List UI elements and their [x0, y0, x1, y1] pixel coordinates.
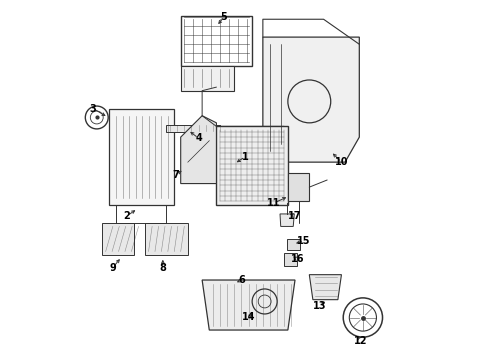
Text: 2: 2 — [124, 211, 130, 221]
Text: 17: 17 — [288, 211, 302, 221]
Polygon shape — [109, 109, 173, 205]
Text: 11: 11 — [267, 198, 280, 208]
Polygon shape — [181, 66, 234, 91]
Text: 15: 15 — [297, 236, 311, 246]
Text: 12: 12 — [354, 336, 368, 346]
Polygon shape — [263, 37, 359, 162]
Text: 7: 7 — [172, 170, 179, 180]
Text: 4: 4 — [195, 133, 202, 143]
Polygon shape — [284, 253, 297, 266]
Polygon shape — [202, 280, 295, 330]
Polygon shape — [167, 125, 220, 132]
Polygon shape — [309, 275, 342, 300]
Text: 9: 9 — [109, 262, 116, 273]
Text: 14: 14 — [242, 312, 255, 322]
Text: 10: 10 — [335, 157, 348, 167]
Text: 13: 13 — [313, 301, 327, 311]
Polygon shape — [145, 223, 188, 255]
Polygon shape — [287, 239, 300, 249]
Polygon shape — [102, 223, 134, 255]
Polygon shape — [288, 173, 309, 202]
Polygon shape — [280, 214, 294, 226]
Polygon shape — [217, 126, 288, 205]
Text: 5: 5 — [220, 13, 227, 22]
Text: 8: 8 — [159, 262, 166, 273]
Polygon shape — [181, 116, 217, 184]
Text: 16: 16 — [291, 254, 305, 264]
Text: 3: 3 — [90, 104, 97, 113]
Text: 1: 1 — [242, 152, 248, 162]
Text: 6: 6 — [238, 275, 245, 285]
